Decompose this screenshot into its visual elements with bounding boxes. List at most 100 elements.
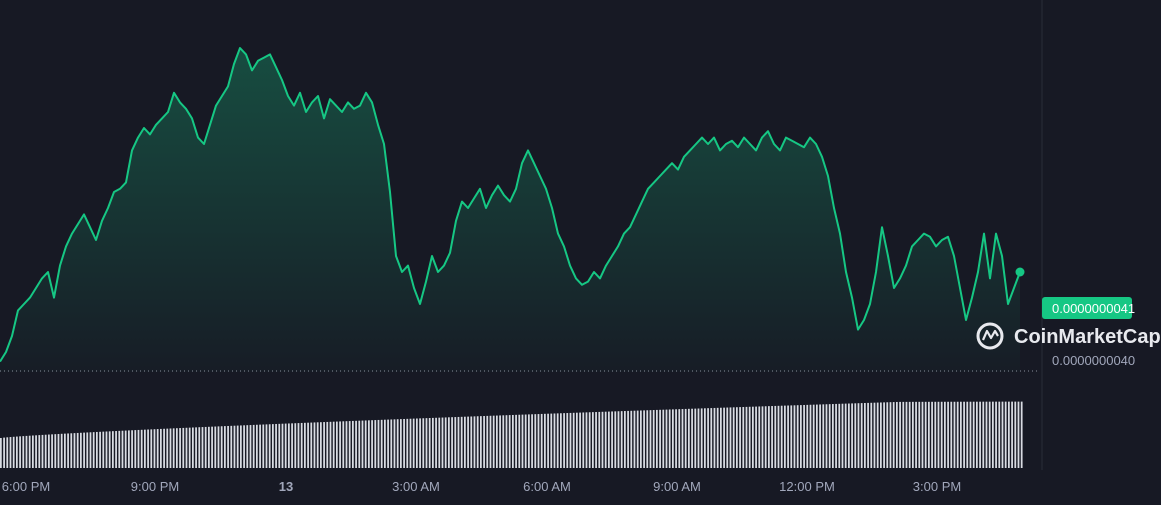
volume-bar: [41, 434, 44, 468]
volume-bar: [204, 426, 207, 468]
volume-bar: [409, 418, 412, 468]
volume-bar: [764, 406, 767, 468]
volume-bar: [1014, 401, 1017, 468]
volume-bar: [486, 415, 489, 468]
volume-bar: [710, 408, 713, 468]
x-tick-label: 9:00 AM: [653, 479, 701, 494]
volume-bar: [768, 406, 770, 468]
volume-bar: [144, 429, 146, 468]
volume-bar: [492, 415, 495, 468]
volume-bar: [620, 411, 623, 468]
volume-bar: [579, 412, 581, 468]
volume-bar: [700, 408, 703, 468]
volume-bar: [198, 427, 201, 468]
volume-bar: [540, 413, 543, 468]
volume-bar: [182, 427, 185, 468]
volume-bar: [102, 431, 105, 468]
volume-bar: [851, 403, 853, 468]
volume-bar: [921, 401, 924, 468]
volume-bar: [656, 409, 658, 468]
volume-bar: [969, 401, 972, 468]
volume-bar: [153, 429, 156, 468]
volume-bar: [332, 421, 335, 468]
volume-bar: [496, 415, 498, 468]
volume-bar: [697, 408, 700, 468]
volume-bar: [640, 410, 642, 468]
volume-bar: [441, 417, 444, 468]
volume-bar: [19, 436, 21, 468]
volume-bar: [64, 433, 66, 468]
volume-bar: [976, 401, 978, 468]
volume-bar: [281, 423, 284, 468]
volume-bar: [812, 404, 815, 468]
volume-bar: [220, 426, 223, 468]
volume-bar: [86, 432, 89, 468]
volume-bar: [873, 402, 876, 468]
volume-bar: [377, 419, 380, 468]
volume-bar: [329, 421, 332, 468]
current-price-dot: [1015, 267, 1025, 277]
x-axis: 6:00 PM 9:00 PM 13 3:00 AM 6:00 AM 9:00 AM 12:…: [2, 479, 961, 494]
volume-bar: [380, 419, 383, 468]
volume-bar: [361, 420, 364, 468]
volume-bar: [614, 411, 617, 468]
volume-bar: [928, 401, 930, 468]
volume-bar: [166, 428, 169, 468]
volume-bar: [624, 411, 626, 468]
volume-bar: [876, 402, 879, 468]
volume-bar: [304, 422, 306, 468]
volume-bar: [358, 420, 361, 468]
volume-bar: [748, 406, 751, 468]
volume-bar: [633, 410, 636, 468]
volume-bar: [0, 438, 2, 468]
volume-bar: [979, 401, 981, 468]
volume-bar: [1004, 401, 1007, 468]
volume-bar: [108, 431, 111, 468]
volume-bar: [758, 406, 761, 468]
volume-bar: [963, 401, 965, 468]
volume-bar: [22, 436, 25, 468]
volume-bar: [553, 413, 556, 468]
volume-bar: [6, 437, 9, 468]
volume-bar: [236, 425, 239, 468]
volume-bar: [300, 422, 303, 468]
volume-bar: [265, 424, 268, 468]
x-tick-label: 9:00 PM: [131, 479, 179, 494]
volume-bar: [150, 429, 153, 468]
volume-bar: [371, 420, 373, 468]
volume-bar: [96, 431, 98, 468]
volume-bar: [940, 401, 943, 468]
volume-bar: [57, 433, 60, 468]
volume-bar: [556, 413, 559, 468]
volume-bar: [140, 429, 143, 468]
volume-bar: [288, 423, 290, 468]
volume-bar: [243, 425, 245, 468]
volume-bar: [691, 408, 693, 468]
volume-bar: [278, 423, 281, 468]
volume-bar: [528, 414, 530, 468]
volume-bar: [470, 416, 473, 468]
volume-bar: [694, 408, 697, 468]
volume-bar: [672, 409, 674, 468]
volume-bar: [595, 412, 597, 468]
volume-bar: [76, 432, 79, 468]
volume-bar: [320, 422, 322, 468]
volume-bar: [224, 426, 226, 468]
volume-bar: [400, 419, 402, 468]
volume-bar: [16, 436, 18, 468]
volume-bar: [83, 432, 85, 468]
volume-bar: [742, 407, 745, 468]
volume-bar: [1017, 401, 1020, 468]
volume-bar: [316, 422, 319, 468]
volume-bar: [444, 417, 447, 468]
volume-bar: [163, 428, 165, 468]
volume-bar: [934, 401, 937, 468]
volume-bar: [451, 417, 453, 468]
volume-bar: [739, 407, 741, 468]
volume-bar: [176, 428, 178, 468]
volume-bar: [745, 406, 748, 468]
volume-bar: [467, 416, 469, 468]
volume-bar: [505, 415, 508, 468]
volume-bar: [201, 427, 204, 468]
volume-bar: [688, 408, 690, 468]
